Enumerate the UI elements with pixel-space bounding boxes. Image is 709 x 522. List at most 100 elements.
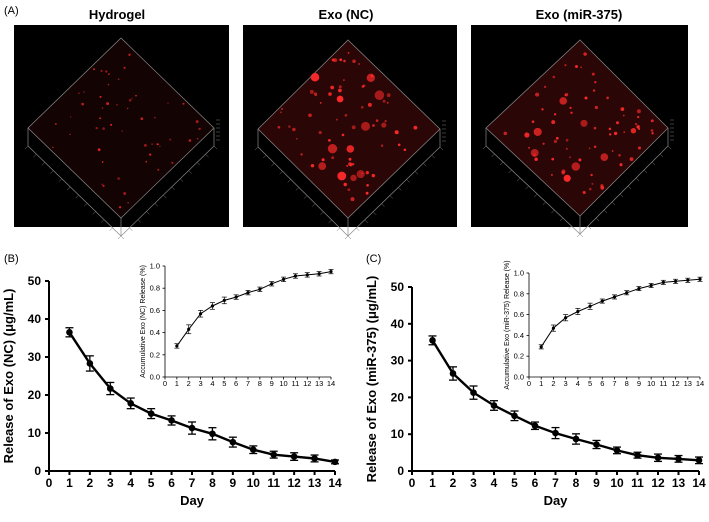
fluorescent-dot [169,138,172,141]
fluorescent-dot [555,136,559,140]
scale-tick [595,217,600,222]
fluorescent-dot [347,188,351,192]
data-point [625,291,629,295]
fluorescent-dot [580,119,588,127]
fluorescent-dot [650,119,654,123]
fluorescent-dot [553,113,557,116]
scale-tick [188,170,192,174]
scale-tick [171,186,175,191]
x-tick-label: 9 [637,379,641,388]
x-tick-label: 10 [647,379,655,388]
fluorescent-dot [533,127,542,136]
fluorescent-dot [600,185,605,190]
x-tick-label: 0 [409,476,416,490]
y-tick-label: 0.8 [514,289,524,298]
fluorescent-dot [590,173,593,177]
x-tick-label: 10 [279,379,287,388]
scale-tick [517,177,521,182]
x-tick-label: 7 [189,476,196,490]
y-tick-label: 0.2 [150,350,160,359]
fluorescent-dot [634,122,638,126]
data-point [588,304,592,308]
fluorescent-dot [580,66,582,69]
scale-tick [439,146,444,151]
data-point [222,298,226,303]
fluorescent-dot [636,109,641,114]
fluorescent-dot [569,106,572,110]
x-tick-label: 5 [511,476,518,490]
x-tick-label: 9 [270,379,274,388]
y-tick-label: 0.0 [150,373,160,382]
chart-c-release-curve: 0 1 2 3 4 5 6 7 8 9 10 11 12 13 1401020304050DayReleas… [364,276,706,508]
fluorescent-dot [350,197,355,202]
fluorescent-dot [145,160,148,163]
fluorescent-dot [620,107,625,111]
fluorescent-dot [569,156,571,159]
fluorescent-dot [613,131,618,136]
fluorescent-dot [543,85,547,89]
fluorescent-dot [365,171,369,175]
fluorescent-dot [310,163,315,168]
fluorescent-dot [563,174,571,182]
fluorescent-dot [93,68,95,71]
fluorescent-dot [128,98,132,102]
x-tick-label: 9 [593,476,600,490]
scale-tick [356,227,360,232]
fluorescent-dot [593,145,597,149]
fluorescent-dot [623,131,625,133]
x-tick-label: 14 [696,379,704,388]
x-tick-label: 13 [672,476,686,490]
y-tick-label: 30 [391,354,405,368]
fluorescent-dot [600,153,609,161]
scale-tick [406,179,410,183]
fluorescent-dot [309,89,314,94]
scale-tick [525,185,529,190]
fluorescent-dot [331,156,335,160]
scale-tick [312,203,316,207]
fluorescent-dot [630,128,637,134]
scale-tick [643,169,648,174]
scale-tick [431,154,435,159]
fluorescent-dot [348,157,352,161]
scale-tick [146,211,150,215]
scale-tick [619,193,624,198]
data-point [187,327,191,331]
fluorescent-dot [374,90,385,100]
fluorescent-dot [117,177,120,180]
fluorescent-dot [135,94,137,97]
fluorescent-dot [611,150,614,152]
scale-tick [627,185,632,190]
fluorescent-exosome-signal [503,52,654,195]
fluorescent-dot [117,78,120,81]
y-tick-label: 0.0 [514,373,524,382]
fluorescent-dot [338,85,342,89]
fluorescent-dot [288,125,291,128]
data-point [147,410,155,417]
fluorescent-dot [651,132,654,135]
fluorescent-dot [637,115,640,119]
fluorescent-dot [559,97,567,105]
fluorescent-dot [582,190,586,195]
fluorescent-dot [341,133,345,137]
x-tick-label: 7 [612,379,616,388]
data-point [698,277,702,281]
fluorescent-dot [584,96,588,100]
fluorescent-dot [593,126,597,130]
micrograph-exo-mir375: Exo (miR-375) [471,7,688,238]
y-tick-label: 0.4 [514,331,524,340]
x-tick-label: 13 [684,379,692,388]
x-tick-label: 6 [234,379,238,388]
data-point [331,458,339,466]
x-tick-label: 10 [247,476,261,490]
scale-tick [75,194,79,199]
x-tick-label: 2 [450,476,457,490]
fluorescent-dot [360,105,364,109]
fluorescent-dot [575,65,578,68]
scale-tick [611,201,616,206]
data-point [612,295,617,299]
fluorescent-dot [116,104,118,106]
y-tick-label: 0 [34,464,41,478]
fluorescent-dot [154,116,156,119]
scale-tick [508,169,512,174]
data-point [106,385,114,392]
